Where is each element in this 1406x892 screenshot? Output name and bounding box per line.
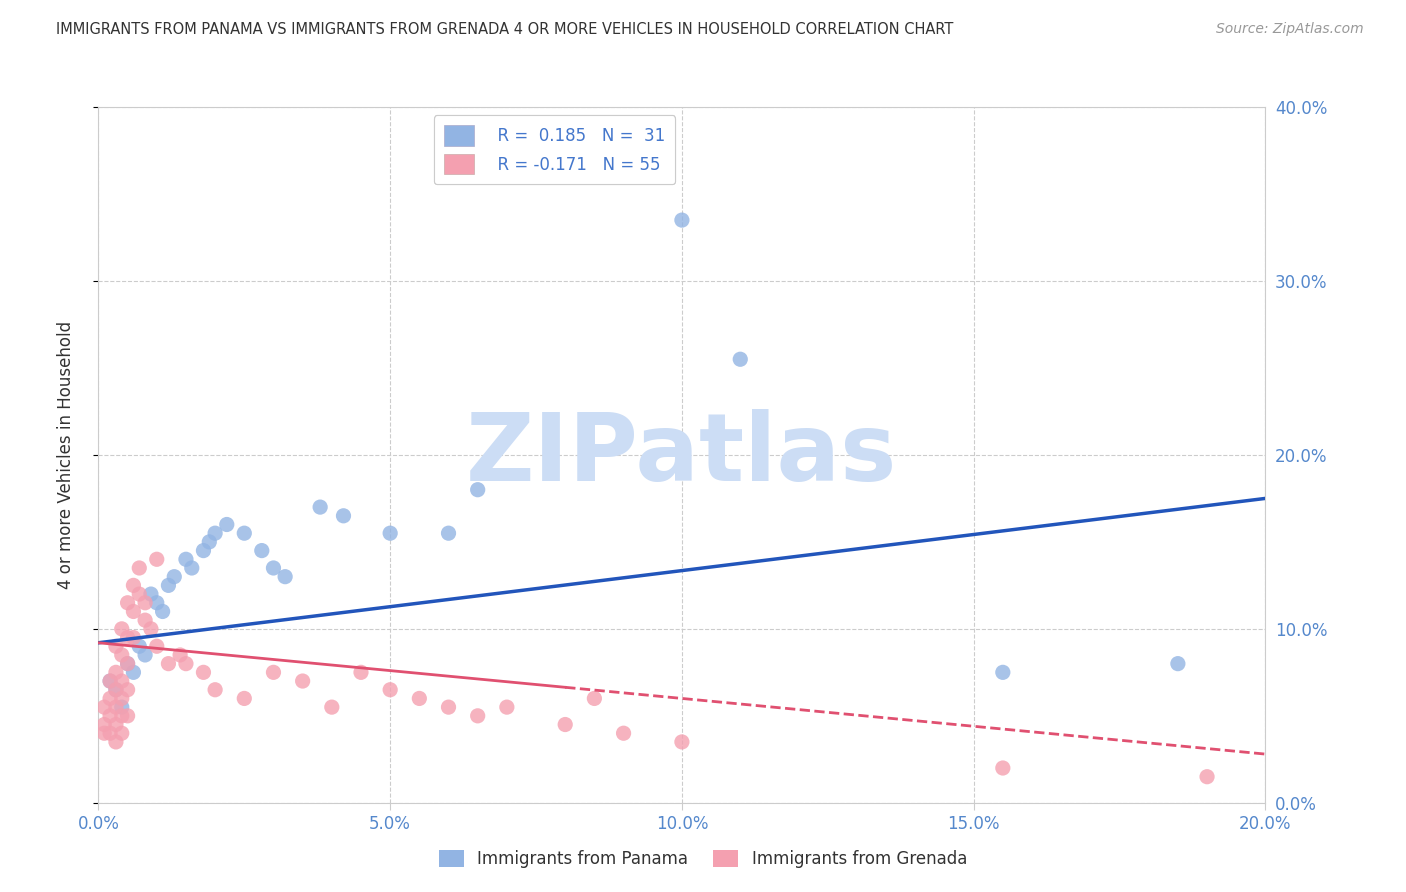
Point — [104, 682, 127, 697]
Text: Source: ZipAtlas.com: Source: ZipAtlas.com — [1216, 22, 1364, 37]
Point — [111, 700, 134, 714]
Point — [98, 674, 121, 689]
Point — [193, 543, 215, 558]
Point — [495, 700, 517, 714]
Point — [98, 708, 121, 723]
Point — [146, 552, 169, 566]
Point — [117, 682, 139, 697]
Point — [157, 657, 180, 671]
Point — [467, 483, 489, 497]
Point — [122, 578, 145, 592]
Point — [134, 613, 156, 627]
Point — [128, 639, 150, 653]
Point — [233, 526, 256, 541]
Point — [437, 700, 460, 714]
Point — [111, 708, 134, 723]
Point — [98, 726, 121, 740]
Point — [728, 352, 751, 367]
Point — [467, 708, 489, 723]
Point — [134, 648, 156, 662]
Point — [104, 735, 127, 749]
Point — [378, 526, 402, 541]
Point — [671, 213, 693, 227]
Point — [117, 657, 139, 671]
Point — [152, 605, 174, 619]
Point — [122, 605, 145, 619]
Point — [180, 561, 202, 575]
Point — [378, 682, 402, 697]
Point — [671, 735, 693, 749]
Point — [233, 691, 256, 706]
Point — [104, 717, 127, 731]
Point — [134, 596, 156, 610]
Point — [274, 570, 297, 584]
Point — [408, 691, 430, 706]
Point — [174, 552, 197, 566]
Point — [111, 674, 134, 689]
Point — [204, 682, 226, 697]
Point — [139, 587, 162, 601]
Point — [122, 665, 145, 680]
Point — [128, 587, 150, 601]
Point — [93, 726, 115, 740]
Point — [104, 639, 127, 653]
Point — [309, 500, 332, 514]
Point — [350, 665, 373, 680]
Point — [122, 631, 145, 645]
Point — [262, 665, 284, 680]
Point — [1195, 770, 1218, 784]
Point — [163, 570, 186, 584]
Y-axis label: 4 or more Vehicles in Household: 4 or more Vehicles in Household — [56, 321, 75, 589]
Point — [583, 691, 606, 706]
Point — [111, 691, 134, 706]
Point — [215, 517, 238, 532]
Point — [554, 717, 576, 731]
Point — [117, 596, 139, 610]
Point — [1167, 657, 1189, 671]
Point — [991, 665, 1014, 680]
Point — [117, 657, 139, 671]
Point — [204, 526, 226, 541]
Point — [321, 700, 343, 714]
Point — [111, 726, 134, 740]
Point — [104, 665, 127, 680]
Point — [198, 534, 221, 549]
Legend:   R =  0.185   N =  31,   R = -0.171   N = 55: R = 0.185 N = 31, R = -0.171 N = 55 — [433, 115, 675, 185]
Text: ZIPatlas: ZIPatlas — [467, 409, 897, 501]
Legend: Immigrants from Panama, Immigrants from Grenada: Immigrants from Panama, Immigrants from … — [432, 843, 974, 875]
Point — [117, 708, 139, 723]
Point — [98, 691, 121, 706]
Point — [169, 648, 191, 662]
Point — [111, 622, 134, 636]
Point — [146, 596, 169, 610]
Point — [250, 543, 273, 558]
Point — [991, 761, 1014, 775]
Point — [139, 622, 162, 636]
Point — [104, 700, 127, 714]
Point — [174, 657, 197, 671]
Point — [93, 717, 115, 731]
Point — [291, 674, 314, 689]
Point — [193, 665, 215, 680]
Point — [128, 561, 150, 575]
Point — [98, 674, 121, 689]
Point — [104, 682, 127, 697]
Point — [146, 639, 169, 653]
Text: IMMIGRANTS FROM PANAMA VS IMMIGRANTS FROM GRENADA 4 OR MORE VEHICLES IN HOUSEHOL: IMMIGRANTS FROM PANAMA VS IMMIGRANTS FRO… — [56, 22, 953, 37]
Point — [612, 726, 634, 740]
Point — [332, 508, 354, 523]
Point — [157, 578, 180, 592]
Point — [117, 631, 139, 645]
Point — [262, 561, 284, 575]
Point — [111, 648, 134, 662]
Point — [437, 526, 460, 541]
Point — [93, 700, 115, 714]
